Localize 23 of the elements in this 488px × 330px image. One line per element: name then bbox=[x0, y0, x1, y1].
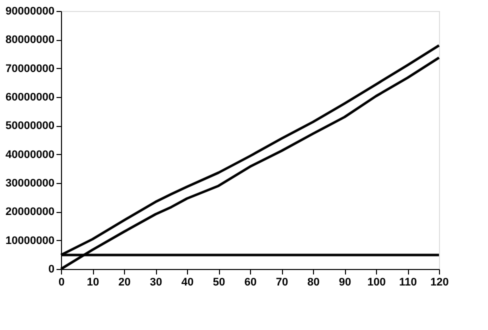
y-tick-label: 60000000 bbox=[6, 92, 54, 104]
y-tick-label: 30000000 bbox=[6, 178, 54, 190]
x-tick-label: 110 bbox=[399, 276, 417, 288]
y-tick-label: 0 bbox=[48, 264, 54, 276]
y-tick-label: 80000000 bbox=[6, 34, 54, 46]
x-tick-label: 120 bbox=[430, 276, 449, 288]
x-tick-label: 60 bbox=[244, 276, 257, 288]
x-tick-label: 10 bbox=[86, 276, 100, 288]
y-tick-label: 10000000 bbox=[6, 234, 54, 247]
x-tick-label: 20 bbox=[118, 276, 131, 288]
y-tick-label: 90000000 bbox=[6, 6, 54, 18]
y-tick-label: 50000000 bbox=[6, 120, 54, 132]
x-tick-label: 40 bbox=[181, 276, 194, 288]
x-tick-label: 70 bbox=[276, 276, 288, 288]
x-tick-label: 90 bbox=[338, 276, 352, 288]
y-tick-label: 20000000 bbox=[6, 206, 54, 218]
x-tick-label: 80 bbox=[307, 276, 320, 288]
x-tick-label: 100 bbox=[367, 276, 386, 288]
x-tick-label: 0 bbox=[58, 276, 65, 288]
y-tick-label: 40000000 bbox=[6, 148, 54, 161]
y-tick-label: 70000000 bbox=[6, 62, 54, 75]
x-tick-label: 30 bbox=[150, 276, 162, 288]
x-tick-label: 50 bbox=[212, 276, 226, 288]
